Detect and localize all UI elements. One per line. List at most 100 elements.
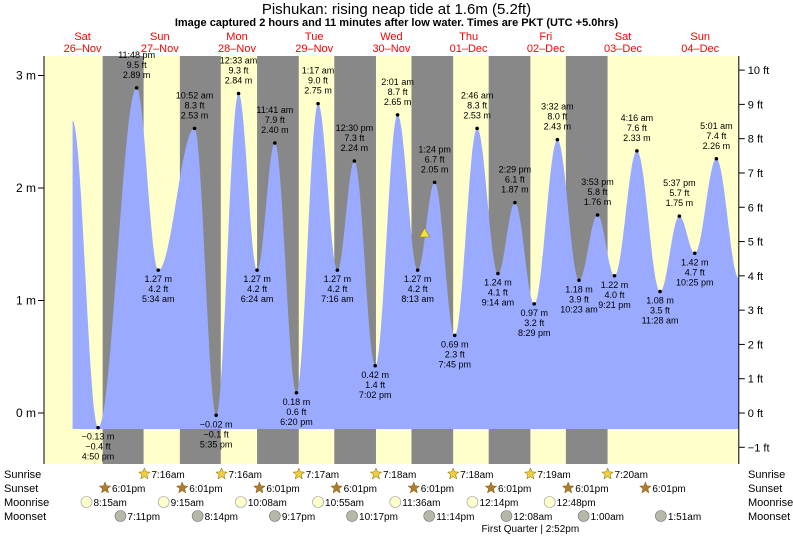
moonrise-icon-3 <box>312 496 324 508</box>
extreme-17-line-1: 8.3 ft <box>467 100 488 110</box>
right-tick-label-7: 6 ft <box>748 202 763 214</box>
day-label-2: Mon <box>226 31 247 43</box>
moonset-icon-3 <box>346 510 358 522</box>
extreme-24-line-0: 1.22 m <box>601 280 629 290</box>
extreme-13-line-1: 8.7 ft <box>388 87 409 97</box>
moonset-time-6: 1:00am <box>591 512 624 523</box>
extreme-dot-7 <box>273 141 277 145</box>
extreme-3-line-0: 10:52 am <box>176 90 214 100</box>
extreme-dot-10 <box>335 268 340 272</box>
moonset-icon-6 <box>577 510 590 522</box>
extreme-13-line-2: 2.65 m <box>384 97 412 107</box>
extreme-12-line-2: 7:02 pm <box>359 390 392 400</box>
extreme-11-line-2: 2.24 m <box>341 143 369 153</box>
extreme-dot-26 <box>658 289 662 294</box>
extreme-dot-6 <box>255 268 259 272</box>
day-label-3: Tue <box>305 31 324 43</box>
moonrise-time-4: 11:36am <box>402 498 440 509</box>
extreme-18-line-0: 1.24 m <box>484 278 512 288</box>
sunset-time-6: 6:01pm <box>575 484 608 495</box>
extreme-10-line-0: 1.27 m <box>324 274 352 284</box>
extreme-2-line-1: 4.2 ft <box>148 284 169 294</box>
extreme-7-line-1: 7.9 ft <box>265 115 286 125</box>
extreme-15-line-0: 1:24 pm <box>418 144 451 154</box>
sunset-time-3: 6:01pm <box>344 484 377 495</box>
extreme-5-line-1: 9.3 ft <box>229 66 250 76</box>
extreme-19-line-2: 1.87 m <box>501 185 529 195</box>
date-label-1: 27–Nov <box>141 43 179 55</box>
extreme-25-line-2: 2.33 m <box>623 133 651 143</box>
extreme-2-line-0: 1.27 m <box>144 274 172 284</box>
moonset-time-7: 1:51am <box>668 512 701 523</box>
extreme-28-line-2: 10:25 pm <box>676 277 714 287</box>
day-label-1: Sun <box>150 31 170 43</box>
moonset-time-2: 9:17pm <box>282 512 315 523</box>
sunrise-time-2: 7:17am <box>306 470 339 481</box>
extreme-dot-1 <box>134 86 139 90</box>
extreme-7-line-0: 11:41 am <box>256 105 293 115</box>
extreme-8-line-1: 0.6 ft <box>286 407 307 417</box>
moonset-time-5: 12:08am <box>513 512 552 523</box>
extreme-27-line-2: 1.75 m <box>666 198 694 208</box>
date-label-5: 01–Dec <box>450 43 488 55</box>
extreme-dot-0 <box>96 425 100 430</box>
extreme-25-line-0: 4:16 am <box>621 113 654 123</box>
date-label-4: 30–Nov <box>372 43 410 55</box>
extreme-4-line-2: 5:35 pm <box>200 439 233 449</box>
extreme-26-line-2: 11:28 am <box>642 316 679 326</box>
left-tick-label-2: 2 m <box>16 181 36 195</box>
extreme-dot-15 <box>432 180 437 185</box>
sunset-icon-0 <box>98 481 112 494</box>
extreme-29-line-2: 2.26 m <box>703 141 731 151</box>
extreme-15-line-1: 6.7 ft <box>425 154 446 164</box>
astro-left-label-2: Moonrise <box>4 497 49 509</box>
extreme-dot-2 <box>156 268 161 272</box>
current-level-marker <box>419 227 431 238</box>
extreme-dot-18 <box>496 271 500 276</box>
extreme-22-line-1: 3.9 ft <box>569 294 590 304</box>
moonset-icon-5 <box>500 510 513 522</box>
sunset-icon-3 <box>330 481 343 494</box>
extreme-15-line-2: 2.05 m <box>421 164 449 174</box>
extreme-27-line-1: 5.7 ft <box>669 188 690 198</box>
date-label-6: 02–Dec <box>527 43 565 55</box>
extreme-7-line-2: 2.40 m <box>261 125 289 135</box>
extreme-11-line-0: 12:30 pm <box>336 123 374 133</box>
extreme-dot-17 <box>475 126 479 131</box>
extreme-1-line-1: 9.5 ft <box>127 60 148 70</box>
extreme-dot-3 <box>192 126 197 131</box>
astro-left-label-3: Moonset <box>4 511 46 523</box>
moonrise-time-6: 12:48pm <box>557 498 596 509</box>
moonrise-icon-2 <box>235 496 247 508</box>
moonset-icon-2 <box>269 510 281 522</box>
right-tick-label-0: −1 ft <box>748 442 770 454</box>
extreme-12-line-0: 0.42 m <box>361 370 389 380</box>
extreme-dot-28 <box>692 251 697 256</box>
left-tick-label-0: 0 m <box>16 406 36 420</box>
tide-area <box>72 87 739 430</box>
moonrise-icon-5 <box>466 496 479 508</box>
extreme-dot-23 <box>595 213 600 217</box>
sunset-icon-4 <box>407 481 421 494</box>
extreme-17-line-0: 2:46 am <box>461 90 494 100</box>
moonset-time-0: 7:11pm <box>127 512 160 523</box>
extreme-29-line-1: 7.4 ft <box>706 131 727 141</box>
extreme-10-line-2: 7:16 am <box>321 294 354 304</box>
moonset-time-4: 11:14pm <box>436 512 474 523</box>
moonset-icon-4 <box>423 510 436 522</box>
extreme-3-line-2: 2.53 m <box>181 110 209 120</box>
moonset-icon-0 <box>114 510 127 522</box>
moonset-time-1: 8:14pm <box>205 512 238 523</box>
astro-right-label-1: Sunset <box>748 483 782 495</box>
extreme-14-line-1: 4.2 ft <box>408 284 429 294</box>
extreme-0-line-2: 4:50 pm <box>82 452 115 462</box>
extreme-21-line-2: 2.43 m <box>544 122 572 132</box>
extreme-dot-29 <box>714 156 719 161</box>
extreme-20-line-1: 3.2 ft <box>524 318 545 328</box>
moonrise-time-2: 10:08am <box>248 498 287 509</box>
extreme-16-line-0: 0.69 m <box>441 339 469 349</box>
extreme-6-line-0: 1.27 m <box>243 274 271 284</box>
sunset-icon-2 <box>253 481 266 494</box>
extreme-9-line-0: 1:17 am <box>302 66 335 76</box>
day-label-6: Fri <box>539 31 552 43</box>
